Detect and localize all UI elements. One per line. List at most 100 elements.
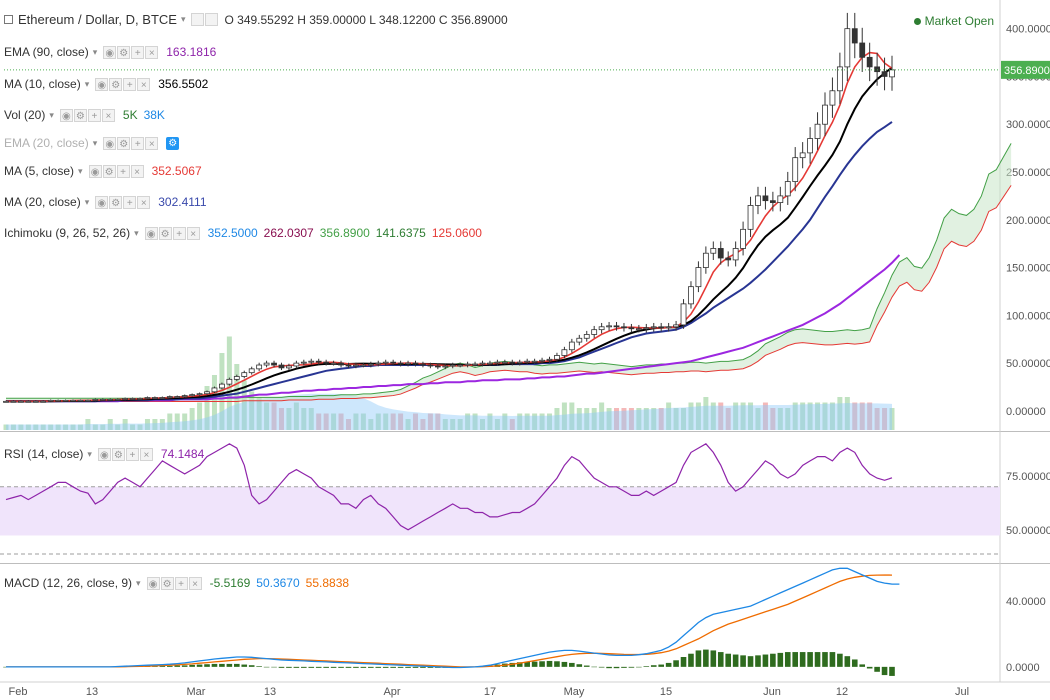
symbol-title[interactable]: Ethereum / Dollar, D, BTCE [18,12,177,27]
chevron-down-icon[interactable]: ▾ [84,78,90,89]
indicator-name[interactable]: MACD (12, 26, close, 9) [4,576,133,590]
eye-icon[interactable]: ◉ [97,447,111,461]
close-icon[interactable]: × [137,195,151,209]
macd-histogram-bar [561,661,568,667]
indicator-name[interactable]: EMA (90, close) [4,45,89,59]
eye-icon[interactable]: ◉ [88,164,102,178]
close-icon[interactable]: × [137,77,151,91]
volume-bar [487,413,493,430]
add-icon[interactable]: + [131,136,145,150]
chevron-down-icon[interactable]: ▾ [134,227,139,238]
candle-body [695,267,702,288]
last-price-badge [1001,60,1050,79]
candle-body [92,399,99,401]
close-icon[interactable]: × [186,226,200,240]
close-icon[interactable]: × [145,136,159,150]
close-icon[interactable]: × [145,45,159,59]
settings-icon[interactable]: ⚙ [160,576,174,590]
add-icon[interactable]: + [125,447,139,461]
candle-body [479,362,486,365]
chevron-down-icon[interactable]: ▾ [136,577,141,588]
chevron-down-icon[interactable]: ▾ [78,165,83,176]
rsi-tick-label: 50.00000 [1006,525,1050,537]
indicator-legend-main-2[interactable]: Vol (20) ▾ ◉ ⚙ + × 5K 38K [4,106,171,124]
eye-icon[interactable]: ◉ [59,108,73,122]
settings-icon[interactable]: ⚙ [109,77,123,91]
eye-icon[interactable]: ◉ [95,77,109,91]
volume-bar [25,424,31,430]
indicator-value: -5.5169 [209,576,251,590]
add-icon[interactable]: + [123,195,137,209]
eye-icon[interactable]: ◉ [95,195,109,209]
indicator-legend-main-4[interactable]: MA (5, close) ▾ ◉ ⚙ + × 352.5067 [4,162,208,180]
add-icon[interactable]: + [116,164,130,178]
indicator-legend-macd[interactable]: MACD (12, 26, close, 9) ▾ ◉ ⚙ + × -5.5169 50.36… [4,574,355,592]
indicator-legend-main-3[interactable]: EMA (20, close) ▾ ◉ ⚙ + × ⚙ [4,134,180,152]
macd-histogram-bar [211,663,218,667]
indicator-legend-main-5[interactable]: MA (20, close) ▾ ◉ ⚙ + × 302.4111 [4,193,213,211]
collapse-icon[interactable] [4,15,13,24]
chevron-down-icon[interactable]: ▾ [92,137,98,148]
settings-icon[interactable]: ⚙ [102,164,116,178]
macd-histogram-bar [293,666,300,668]
indicator-name[interactable]: Ichimoku (9, 26, 52, 26) [4,226,131,240]
macd-histogram-bar [881,666,888,676]
eye-icon[interactable]: ◉ [146,576,160,590]
add-icon[interactable]: + [172,226,186,240]
settings-icon[interactable]: ⚙ [166,136,180,150]
senkou-span-a-line [6,143,1012,399]
indicator-legend-rsi[interactable]: RSI (14, close) ▾ ◉ ⚙ + × 74.1484 [4,445,210,463]
macd-histogram-bar [271,666,277,668]
chevron-down-icon[interactable]: ▾ [87,448,92,459]
chevron-down-icon[interactable]: ▾ [180,14,186,24]
candle-body [360,364,367,367]
chevron-down-icon[interactable]: ▾ [92,46,98,57]
eye-icon[interactable]: ◉ [144,226,158,240]
close-icon[interactable]: × [101,108,115,122]
indicator-value: 55.8838 [305,576,350,590]
close-icon[interactable]: × [139,447,153,461]
indicator-name[interactable]: MA (5, close) [4,164,75,178]
indicator-legend-main-0[interactable]: EMA (90, close) ▾ ◉ ⚙ + × 163.1816 [4,43,222,61]
settings-icon[interactable] [191,13,205,26]
volume-bar [286,408,292,430]
eye-icon[interactable]: ◉ [103,136,117,150]
macd-histogram-bar [554,661,560,667]
close-icon[interactable]: × [188,576,202,590]
indicator-name[interactable]: Vol (20) [4,108,46,122]
add-icon[interactable]: + [123,77,137,91]
settings-icon[interactable]: ⚙ [117,45,131,59]
settings-icon[interactable]: ⚙ [73,108,87,122]
settings-icon[interactable]: ⚙ [109,195,123,209]
macd-histogram-bar [814,652,821,667]
close-icon[interactable]: × [130,164,144,178]
macd-histogram-bar [665,662,672,667]
candle-body [635,328,642,331]
macd-line [6,567,900,669]
indicator-name[interactable]: MA (20, close) [4,195,81,209]
add-icon[interactable]: + [87,108,101,122]
chevron-down-icon[interactable]: ▾ [84,196,90,207]
macd-histogram-bar [338,666,344,668]
indicator-legend-main-1[interactable]: MA (10, close) ▾ ◉ ⚙ + × 356.5502 [4,75,214,93]
indicator-name[interactable]: MA (10, close) [4,77,81,91]
add-icon[interactable]: + [174,576,188,590]
indicator-name[interactable]: EMA (20, close) [4,136,89,150]
chevron-down-icon[interactable]: ▾ [49,109,54,120]
settings-icon[interactable]: ⚙ [158,226,172,240]
settings-icon[interactable]: ⚙ [117,136,131,150]
volume-bar [122,419,128,430]
visibility-icon[interactable] [205,13,219,26]
candle-body [643,327,650,330]
indicator-name[interactable]: RSI (14, close) [4,447,84,461]
eye-icon[interactable]: ◉ [103,45,117,59]
indicator-value: 352.5067 [151,164,202,178]
time-tick-label: Jun [763,686,781,698]
candle-body [181,395,188,398]
add-icon[interactable]: + [131,45,145,59]
volume-bar [681,408,687,430]
settings-icon[interactable]: ⚙ [111,447,125,461]
indicator-legend-main-6[interactable]: Ichimoku (9, 26, 52, 26) ▾ ◉ ⚙ + × 352.5000 262… [4,224,488,242]
volume-bar [882,408,888,430]
